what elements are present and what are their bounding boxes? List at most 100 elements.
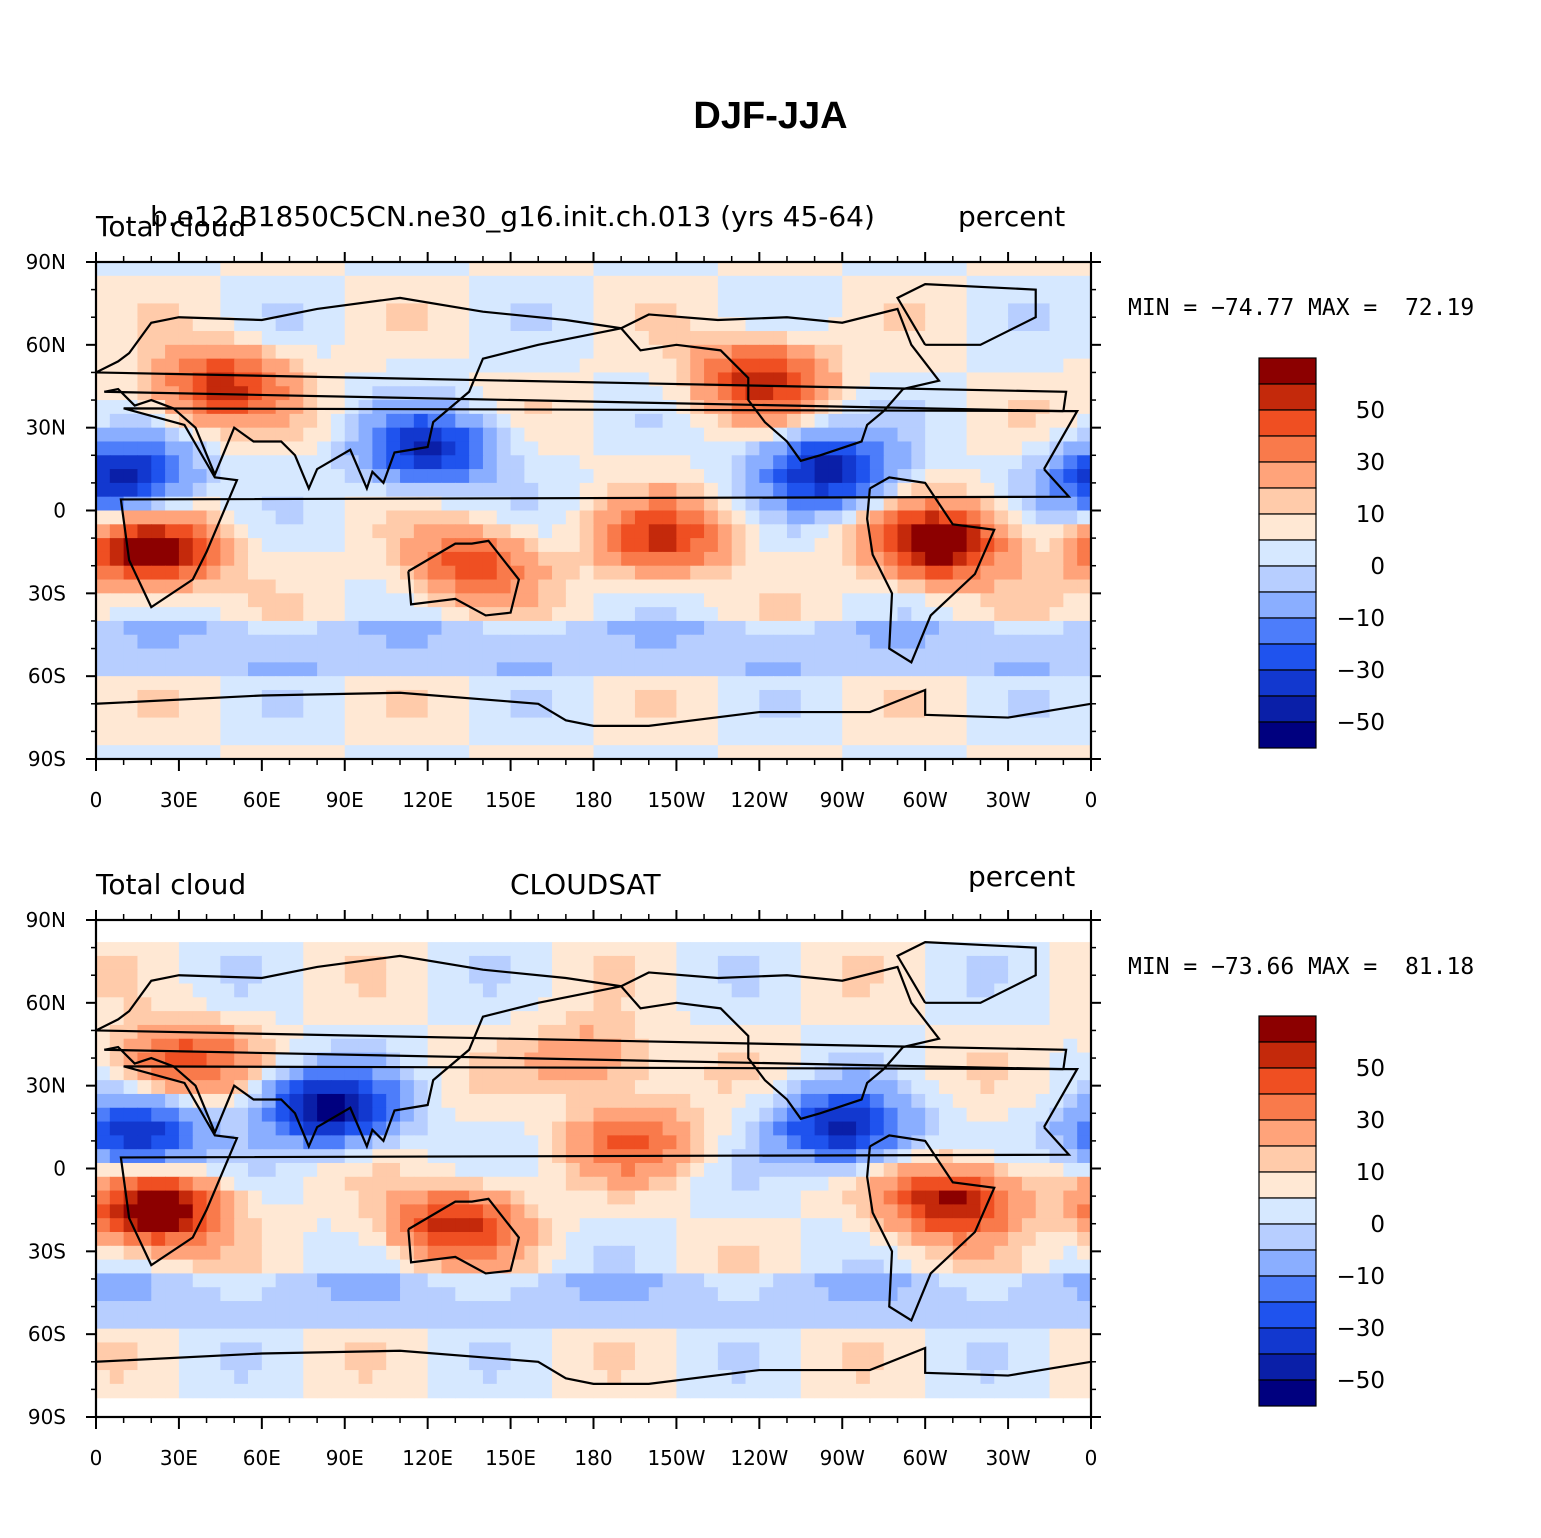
field-cell bbox=[607, 1287, 622, 1302]
field-cell bbox=[966, 1259, 982, 1275]
field-cell bbox=[178, 262, 194, 277]
field-cell bbox=[109, 620, 125, 636]
field-cell bbox=[1049, 510, 1064, 525]
field-cell bbox=[966, 1149, 982, 1164]
field-cell bbox=[524, 413, 539, 429]
field-cell bbox=[455, 1245, 470, 1261]
field-cell bbox=[330, 386, 346, 401]
field-cell bbox=[634, 1176, 650, 1192]
field-cell bbox=[206, 1204, 221, 1219]
field-cell bbox=[538, 1024, 553, 1040]
field-cell bbox=[1049, 942, 1064, 957]
field-cell bbox=[704, 1245, 719, 1261]
field-cell bbox=[1035, 607, 1051, 622]
field-cell bbox=[496, 469, 512, 484]
field-cell bbox=[869, 662, 885, 677]
field-cell bbox=[524, 579, 539, 594]
field-cell bbox=[745, 413, 760, 429]
field-cell bbox=[261, 676, 277, 691]
field-cell bbox=[579, 1024, 595, 1040]
field-cell bbox=[358, 565, 373, 581]
field-cell bbox=[925, 427, 940, 443]
field-cell bbox=[759, 551, 774, 567]
field-cell bbox=[538, 1245, 553, 1261]
field-cell bbox=[289, 662, 304, 677]
field-cell bbox=[579, 344, 595, 360]
field-cell bbox=[1035, 1190, 1051, 1205]
field-cell bbox=[248, 997, 263, 1012]
field-cell bbox=[1008, 565, 1023, 581]
colorbar-swatch bbox=[1258, 617, 1317, 645]
field-cell bbox=[137, 427, 152, 443]
field-cell bbox=[579, 386, 595, 401]
field-cell bbox=[786, 1287, 802, 1302]
field-cell bbox=[897, 510, 912, 525]
field-cell bbox=[579, 289, 595, 305]
field-cell bbox=[151, 1328, 166, 1344]
field-cell bbox=[980, 745, 995, 759]
field-cell bbox=[413, 942, 429, 957]
field-cell bbox=[109, 1024, 125, 1040]
field-cell bbox=[828, 745, 843, 759]
field-cell bbox=[206, 983, 221, 998]
field-cell bbox=[96, 942, 111, 957]
field-cell bbox=[745, 510, 760, 525]
field-cell bbox=[952, 427, 968, 443]
field-cell bbox=[994, 1038, 1009, 1054]
field-cell bbox=[455, 1162, 470, 1178]
field-cell bbox=[925, 676, 940, 691]
field-cell bbox=[455, 482, 470, 498]
field-cell bbox=[966, 275, 982, 291]
field-cell bbox=[1008, 676, 1023, 691]
field-cell bbox=[786, 1301, 802, 1316]
field-cell bbox=[206, 303, 221, 318]
field-cell bbox=[1077, 997, 1091, 1012]
field-cell bbox=[662, 427, 678, 443]
field-cell bbox=[192, 469, 208, 484]
field-cell bbox=[234, 1232, 249, 1247]
field-cell bbox=[330, 620, 346, 636]
field-cell bbox=[482, 648, 498, 663]
field-cell bbox=[952, 703, 968, 719]
field-cell bbox=[621, 676, 636, 691]
field-cell bbox=[897, 607, 912, 622]
field-cell bbox=[1021, 496, 1037, 512]
field-cell bbox=[717, 1218, 733, 1233]
field-cell bbox=[704, 372, 719, 387]
field-cell bbox=[786, 1342, 802, 1357]
field-cell bbox=[482, 1328, 498, 1344]
field-cell bbox=[482, 662, 498, 677]
field-cell bbox=[96, 262, 111, 277]
field-cell bbox=[966, 482, 982, 498]
field-cell bbox=[427, 455, 443, 470]
field-cell bbox=[303, 662, 318, 677]
field-cell bbox=[786, 510, 802, 525]
field-cell bbox=[192, 262, 208, 277]
field-cell bbox=[289, 372, 304, 387]
field-cell bbox=[869, 1107, 885, 1123]
field-cell bbox=[261, 372, 277, 387]
field-cell bbox=[911, 469, 926, 484]
field-cell bbox=[137, 1093, 152, 1109]
field-cell bbox=[206, 262, 221, 277]
field-cell bbox=[137, 1011, 152, 1026]
field-cell bbox=[800, 427, 816, 443]
field-cell bbox=[358, 1024, 373, 1040]
field-cell bbox=[634, 413, 650, 429]
field-cell bbox=[911, 607, 926, 622]
field-cell bbox=[648, 745, 664, 759]
field-cell bbox=[96, 731, 111, 746]
field-cell bbox=[690, 955, 705, 971]
field-cell bbox=[552, 579, 567, 594]
field-cell bbox=[123, 1245, 139, 1261]
field-cell bbox=[704, 1135, 719, 1150]
field-cell bbox=[1063, 579, 1078, 594]
field-cell bbox=[96, 455, 111, 470]
field-cell bbox=[372, 676, 387, 691]
field-cell bbox=[275, 1190, 291, 1205]
field-cell bbox=[413, 400, 429, 415]
field-cell bbox=[372, 942, 387, 957]
field-cell bbox=[1021, 955, 1037, 971]
field-cell bbox=[344, 717, 360, 732]
